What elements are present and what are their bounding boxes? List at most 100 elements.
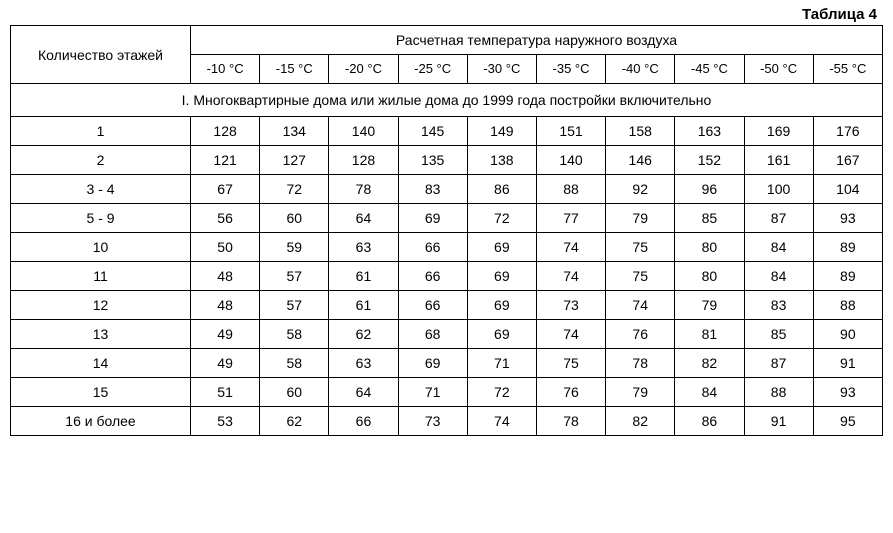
col-header-temp: -45 °C	[675, 55, 744, 84]
table-row: 3 - 46772788386889296100104	[11, 175, 883, 204]
cell-value: 90	[813, 320, 882, 349]
cell-value: 80	[675, 233, 744, 262]
cell-value: 149	[467, 117, 536, 146]
cell-value: 146	[606, 146, 675, 175]
col-header-floors: Количество этажей	[11, 26, 191, 84]
cell-value: 63	[329, 233, 398, 262]
cell-value: 134	[260, 117, 329, 146]
cell-value: 62	[260, 407, 329, 436]
col-header-temp: -55 °C	[813, 55, 882, 84]
col-header-temp: -15 °C	[260, 55, 329, 84]
cell-value: 50	[191, 233, 260, 262]
row-label: 16 и более	[11, 407, 191, 436]
cell-value: 58	[260, 320, 329, 349]
cell-value: 77	[536, 204, 605, 233]
table-section-row: I. Многоквартирные дома или жилые дома д…	[11, 84, 883, 117]
cell-value: 74	[536, 233, 605, 262]
cell-value: 79	[606, 378, 675, 407]
row-label: 11	[11, 262, 191, 291]
cell-value: 128	[191, 117, 260, 146]
cell-value: 82	[606, 407, 675, 436]
row-label: 2	[11, 146, 191, 175]
cell-value: 60	[260, 378, 329, 407]
table-row: 1449586369717578828791	[11, 349, 883, 378]
cell-value: 69	[467, 233, 536, 262]
table-caption: Таблица 4	[10, 6, 883, 25]
cell-value: 104	[813, 175, 882, 204]
cell-value: 66	[398, 262, 467, 291]
cell-value: 57	[260, 262, 329, 291]
cell-value: 72	[260, 175, 329, 204]
cell-value: 51	[191, 378, 260, 407]
table-body: I. Многоквартирные дома или жилые дома д…	[11, 84, 883, 436]
cell-value: 84	[744, 233, 813, 262]
cell-value: 53	[191, 407, 260, 436]
col-header-temp: -50 °C	[744, 55, 813, 84]
cell-value: 74	[467, 407, 536, 436]
cell-value: 68	[398, 320, 467, 349]
table-row: 1248576166697374798388	[11, 291, 883, 320]
table-row: 1148576166697475808489	[11, 262, 883, 291]
cell-value: 84	[675, 378, 744, 407]
cell-value: 176	[813, 117, 882, 146]
cell-value: 151	[536, 117, 605, 146]
cell-value: 138	[467, 146, 536, 175]
cell-value: 85	[675, 204, 744, 233]
cell-value: 167	[813, 146, 882, 175]
cell-value: 63	[329, 349, 398, 378]
cell-value: 140	[329, 117, 398, 146]
cell-value: 87	[744, 204, 813, 233]
cell-value: 79	[606, 204, 675, 233]
table-row: 2121127128135138140146152161167	[11, 146, 883, 175]
cell-value: 78	[606, 349, 675, 378]
table-row: 1349586268697476818590	[11, 320, 883, 349]
row-label: 1	[11, 117, 191, 146]
cell-value: 73	[398, 407, 467, 436]
cell-value: 145	[398, 117, 467, 146]
cell-value: 82	[675, 349, 744, 378]
cell-value: 135	[398, 146, 467, 175]
cell-value: 152	[675, 146, 744, 175]
col-header-temp: -40 °C	[606, 55, 675, 84]
cell-value: 91	[744, 407, 813, 436]
cell-value: 66	[398, 291, 467, 320]
cell-value: 85	[744, 320, 813, 349]
cell-value: 75	[606, 262, 675, 291]
cell-value: 67	[191, 175, 260, 204]
col-header-temp: -30 °C	[467, 55, 536, 84]
cell-value: 64	[329, 378, 398, 407]
cell-value: 61	[329, 262, 398, 291]
cell-value: 62	[329, 320, 398, 349]
cell-value: 89	[813, 233, 882, 262]
cell-value: 86	[675, 407, 744, 436]
cell-value: 78	[536, 407, 605, 436]
cell-value: 72	[467, 378, 536, 407]
col-header-temp: -20 °C	[329, 55, 398, 84]
cell-value: 60	[260, 204, 329, 233]
table-row: 1551606471727679848893	[11, 378, 883, 407]
row-label: 3 - 4	[11, 175, 191, 204]
cell-value: 83	[398, 175, 467, 204]
cell-value: 140	[536, 146, 605, 175]
cell-value: 81	[675, 320, 744, 349]
cell-value: 91	[813, 349, 882, 378]
row-label: 10	[11, 233, 191, 262]
cell-value: 158	[606, 117, 675, 146]
cell-value: 69	[398, 349, 467, 378]
row-label: 14	[11, 349, 191, 378]
table-header-row-1: Количество этажей Расчетная температура …	[11, 26, 883, 55]
col-header-temp: -10 °C	[191, 55, 260, 84]
row-label: 5 - 9	[11, 204, 191, 233]
cell-value: 79	[675, 291, 744, 320]
cell-value: 100	[744, 175, 813, 204]
cell-value: 87	[744, 349, 813, 378]
cell-value: 49	[191, 349, 260, 378]
cell-value: 69	[467, 262, 536, 291]
cell-value: 74	[606, 291, 675, 320]
cell-value: 58	[260, 349, 329, 378]
cell-value: 72	[467, 204, 536, 233]
cell-value: 127	[260, 146, 329, 175]
cell-value: 80	[675, 262, 744, 291]
cell-value: 71	[398, 378, 467, 407]
page: Таблица 4 Количество этажей Расчетная те…	[0, 0, 893, 533]
